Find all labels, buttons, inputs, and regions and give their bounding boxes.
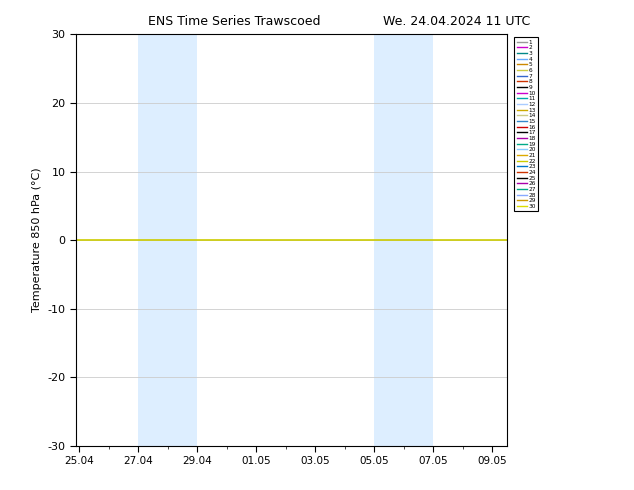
Bar — [374, 34, 434, 446]
Text: ENS Time Series Trawscoed: ENS Time Series Trawscoed — [148, 15, 321, 28]
Legend: 1, 2, 3, 4, 5, 6, 7, 8, 9, 10, 11, 12, 13, 14, 15, 16, 17, 18, 19, 20, 21, 22, 2: 1, 2, 3, 4, 5, 6, 7, 8, 9, 10, 11, 12, 1… — [514, 37, 538, 211]
Text: We. 24.04.2024 11 UTC: We. 24.04.2024 11 UTC — [383, 15, 530, 28]
Y-axis label: Temperature 850 hPa (°C): Temperature 850 hPa (°C) — [32, 168, 42, 313]
Bar — [138, 34, 197, 446]
